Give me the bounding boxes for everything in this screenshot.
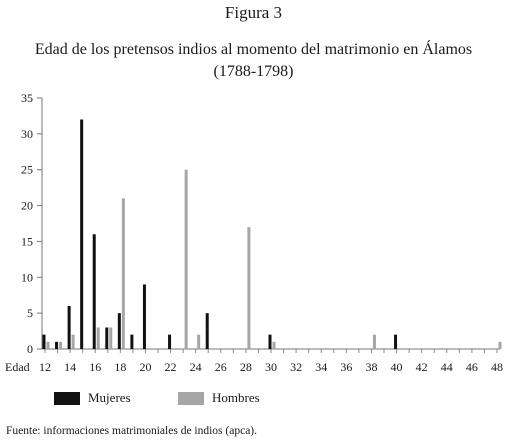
bar-mujeres bbox=[55, 341, 59, 349]
bar-mujeres bbox=[142, 284, 146, 349]
x-tick-label: 44 bbox=[441, 360, 453, 374]
bar-hombres bbox=[197, 334, 201, 349]
x-tick-label: 36 bbox=[340, 360, 352, 374]
x-tick-label: 34 bbox=[315, 360, 327, 374]
x-tick-label: 42 bbox=[416, 360, 428, 374]
legend-swatch-hombres bbox=[178, 391, 204, 405]
x-tick-label: 14 bbox=[64, 360, 76, 374]
y-tick-label: 10 bbox=[21, 270, 33, 284]
source-note: Fuente: informaciones matrimoniales de i… bbox=[6, 425, 258, 437]
y-tick-label: 35 bbox=[21, 91, 33, 105]
legend-swatch-mujeres bbox=[54, 391, 80, 405]
x-tick-label: 48 bbox=[491, 360, 503, 374]
y-tick-label: 15 bbox=[21, 234, 33, 248]
x-axis-label: Edad bbox=[5, 360, 30, 374]
bar-mujeres bbox=[205, 313, 209, 349]
figure-label: Figura 3 bbox=[224, 3, 283, 22]
x-tick-label: 40 bbox=[391, 360, 403, 374]
y-tick-label: 30 bbox=[21, 127, 33, 141]
bar-mujeres bbox=[130, 334, 134, 349]
bar-hombres bbox=[59, 341, 63, 349]
bar-hombres bbox=[498, 341, 502, 349]
bar-hombres bbox=[71, 334, 75, 349]
bar-mujeres bbox=[80, 119, 84, 349]
x-tick-label: 26 bbox=[215, 360, 227, 374]
y-tick-label: 25 bbox=[21, 163, 33, 177]
x-tick-label: 28 bbox=[240, 360, 252, 374]
y-tick-label: 5 bbox=[27, 306, 33, 320]
y-tick-label: 0 bbox=[27, 342, 33, 356]
legend-item-mujeres: Mujeres bbox=[54, 389, 131, 407]
bar-mujeres bbox=[92, 234, 96, 349]
bar-hombres bbox=[96, 327, 100, 349]
y-tick-label: 20 bbox=[21, 199, 33, 213]
bar-hombres bbox=[272, 341, 276, 349]
bar-mujeres bbox=[117, 313, 121, 349]
bar-hombres bbox=[372, 334, 376, 349]
bar-mujeres bbox=[42, 334, 46, 349]
x-tick-label: 30 bbox=[265, 360, 277, 374]
bar-mujeres bbox=[168, 334, 172, 349]
x-tick-label: 18 bbox=[114, 360, 126, 374]
legend-label-mujeres: Mujeres bbox=[88, 390, 131, 405]
x-tick-label: 24 bbox=[190, 360, 202, 374]
x-tick-label: 12 bbox=[39, 360, 51, 374]
bar-mujeres bbox=[268, 334, 272, 349]
x-tick-label: 32 bbox=[290, 360, 302, 374]
x-tick-label: 46 bbox=[466, 360, 478, 374]
bar-mujeres bbox=[105, 327, 109, 349]
chart-title: Edad de los pretensos indios al momento … bbox=[34, 41, 473, 58]
chart-subtitle: (1788-1798) bbox=[213, 63, 294, 80]
x-tick-label: 20 bbox=[139, 360, 151, 374]
bar-hombres bbox=[247, 227, 251, 349]
bar-hombres bbox=[46, 341, 50, 349]
bar-hombres bbox=[184, 169, 188, 349]
x-tick-label: 22 bbox=[165, 360, 177, 374]
legend-item-hombres: Hombres bbox=[178, 389, 260, 407]
bar-mujeres bbox=[67, 305, 71, 349]
legend-label-hombres: Hombres bbox=[212, 390, 260, 405]
x-tick-label: 38 bbox=[365, 360, 377, 374]
bar-mujeres bbox=[394, 334, 398, 349]
x-tick-label: 16 bbox=[89, 360, 101, 374]
bar-hombres bbox=[121, 198, 125, 349]
bar-hombres bbox=[109, 327, 113, 349]
